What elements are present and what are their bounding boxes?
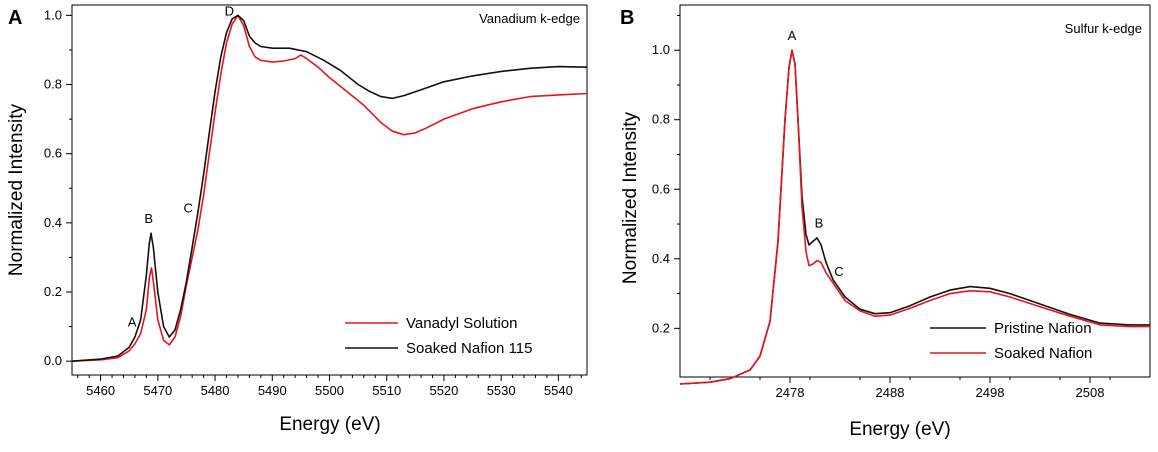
annotation-group-a: A B C D bbox=[128, 3, 234, 329]
series-line-vanadyl-solution bbox=[71, 14, 588, 362]
y-tick-label: 0.4 bbox=[44, 215, 62, 230]
y-tick-label: 0.8 bbox=[44, 77, 62, 92]
x-tick-label: 5520 bbox=[429, 383, 458, 398]
legend-label-soaked-nafion-115: Soaked Nafion 115 bbox=[406, 340, 532, 357]
peak-label-b: B bbox=[144, 211, 153, 226]
x-tick-label: 2508 bbox=[1076, 385, 1105, 400]
x-tick-label: 5470 bbox=[143, 383, 172, 398]
x-axis-title-b: Energy (eV) bbox=[849, 419, 950, 440]
panel-a: A Vanadium k-edge 5460 5470 5480 5490 5500 55… bbox=[6, 3, 588, 435]
legend-label-pristine-nafion: Pristine Nafion bbox=[994, 320, 1092, 337]
y-tick-label: 0.4 bbox=[652, 251, 670, 266]
annotation-group-b: A B C bbox=[788, 28, 844, 279]
y-tick-label: 0.0 bbox=[44, 353, 62, 368]
legend-label-soaked-nafion: Soaked Nafion bbox=[994, 345, 1092, 362]
x-tick-label: 2488 bbox=[876, 385, 905, 400]
x-tick-label: 2498 bbox=[976, 385, 1005, 400]
peak-label-d: D bbox=[225, 3, 234, 18]
y-tick-label: 0.2 bbox=[652, 320, 670, 335]
y-tick-label: 0.8 bbox=[652, 112, 670, 127]
y-tick-label: 1.0 bbox=[44, 7, 62, 22]
series-group-a bbox=[71, 14, 588, 362]
edge-title-a: Vanadium k-edge bbox=[479, 11, 580, 26]
peak-label-c: C bbox=[834, 264, 843, 279]
x-axis-title-a: Energy (eV) bbox=[279, 414, 380, 435]
y-tick-label: 1.0 bbox=[652, 42, 670, 57]
series-group-b bbox=[679, 49, 1150, 385]
x-tick-label: 5480 bbox=[201, 383, 230, 398]
y-axis-title-a: Normalized Intensity bbox=[6, 103, 27, 276]
series-line-soaked-nafion-115 bbox=[71, 14, 588, 362]
y-tick-label: 0.6 bbox=[652, 181, 670, 196]
panel-b: B Sulfur k-edge 2478 2488 2498 2508 0.2 0.4 0.… bbox=[620, 4, 1151, 440]
peak-label-a: A bbox=[128, 315, 137, 330]
x-tick-label: 5510 bbox=[372, 383, 401, 398]
y-tick-label: 0.6 bbox=[44, 146, 62, 161]
tick-group-a: 5460 5470 5480 5490 5500 5510 5520 5530 5540 0.0 0… bbox=[44, 7, 582, 398]
peak-label-a: A bbox=[788, 28, 797, 43]
edge-title-b: Sulfur k-edge bbox=[1065, 21, 1142, 36]
y-axis-title-b: Normalized Intensity bbox=[620, 111, 641, 284]
legend-label-vanadyl-solution: Vanadyl Solution bbox=[406, 315, 517, 332]
series-line-soaked-nafion bbox=[679, 49, 1150, 385]
panel-letter-b: B bbox=[620, 7, 634, 29]
plot-frame-b bbox=[679, 4, 1151, 378]
y-tick-label: 0.2 bbox=[44, 284, 62, 299]
peak-label-c: C bbox=[183, 200, 192, 215]
x-tick-label: 5530 bbox=[487, 383, 516, 398]
peak-label-b: B bbox=[815, 216, 824, 231]
panel-letter-a: A bbox=[8, 7, 22, 29]
x-tick-label: 2478 bbox=[776, 385, 805, 400]
x-tick-label: 5500 bbox=[315, 383, 344, 398]
legend-b: Pristine Nafion Soaked Nafion bbox=[930, 320, 1092, 362]
x-tick-label: 5460 bbox=[86, 383, 115, 398]
legend-a: Vanadyl Solution Soaked Nafion 115 bbox=[345, 315, 532, 357]
x-tick-label: 5540 bbox=[544, 383, 573, 398]
x-tick-label: 5490 bbox=[258, 383, 287, 398]
tick-group-b: 2478 2488 2498 2508 0.2 0.4 0.6 0.8 1.0 bbox=[652, 14, 1111, 400]
